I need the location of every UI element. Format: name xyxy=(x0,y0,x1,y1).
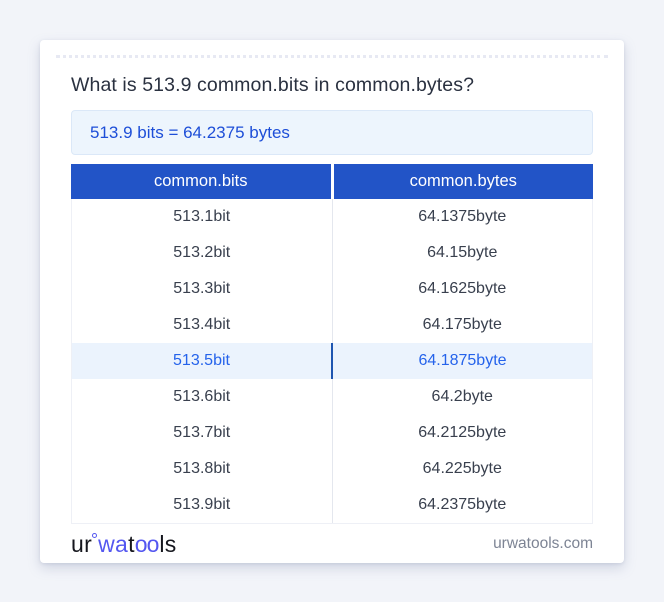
table-row[interactable]: 513.3bit 64.1625byte xyxy=(72,271,592,307)
logo-text-t: t xyxy=(128,530,135,557)
bytes-cell: 64.1625byte xyxy=(331,271,593,307)
conversion-table: common.bits common.bytes 513.1bit 64.137… xyxy=(71,164,593,524)
table-row[interactable]: 513.8bit 64.225byte xyxy=(72,451,592,487)
answer-text: 513.9 bits = 64.2375 bytes xyxy=(90,122,290,142)
bytes-cell: 64.2375byte xyxy=(331,487,593,523)
logo[interactable]: ur wa t oo ls xyxy=(71,531,177,558)
bits-cell: 513.6bit xyxy=(173,388,231,405)
table-row[interactable]: 513.7bit 64.2125byte xyxy=(72,415,592,451)
bytes-cell: 64.175byte xyxy=(331,307,593,343)
bytes-cell: 64.2125byte xyxy=(331,415,593,451)
converter-card: What is 513.9 common.bits in common.byte… xyxy=(40,40,624,563)
bits-cell: 513.4bit xyxy=(173,316,231,333)
page-title: What is 513.9 common.bits in common.byte… xyxy=(71,74,475,96)
bits-cell: 513.5bit xyxy=(173,352,230,369)
bits-cell: 513.2bit xyxy=(173,244,231,261)
bits-cell: 513.9bit xyxy=(173,496,231,513)
bits-cell: 513.8bit xyxy=(173,460,231,477)
bits-cell: 513.7bit xyxy=(173,424,231,441)
table-row[interactable]: 513.2bit 64.15byte xyxy=(72,235,592,271)
table-row[interactable]: 513.4bit 64.175byte xyxy=(72,307,592,343)
bytes-cell: 64.225byte xyxy=(331,451,593,487)
bits-cell: 513.1bit xyxy=(173,208,231,225)
logo-text-wa: wa xyxy=(98,530,129,557)
bytes-cell: 64.1875byte xyxy=(331,343,592,379)
column-header-bytes: common.bytes xyxy=(333,164,593,199)
bytes-cell: 64.2byte xyxy=(331,379,593,415)
bytes-cell: 64.1375byte xyxy=(331,199,593,235)
column-header-bits: common.bits xyxy=(71,164,331,199)
table-row[interactable]: 513.9bit 64.2375byte xyxy=(72,487,592,523)
logo-text-ls: ls xyxy=(159,530,177,557)
answer-box: 513.9 bits = 64.2375 bytes xyxy=(71,110,593,155)
table-header: common.bits common.bytes xyxy=(71,164,593,199)
card-footer: ur wa t oo ls urwatools.com xyxy=(71,524,593,563)
logo-text-oo: oo xyxy=(134,530,160,557)
logo-ring-icon xyxy=(92,532,98,538)
table-row-highlighted[interactable]: 513.5bit 64.1875byte xyxy=(72,343,592,379)
table-row[interactable]: 513.1bit 64.1375byte xyxy=(72,199,592,235)
table-row[interactable]: 513.6bit 64.2byte xyxy=(72,379,592,415)
bytes-cell: 64.15byte xyxy=(331,235,593,271)
table-body: 513.1bit 64.1375byte 513.2bit 64.15byte … xyxy=(71,199,593,524)
logo-text-ur: ur xyxy=(71,530,93,557)
bits-cell: 513.3bit xyxy=(173,280,231,297)
site-url[interactable]: urwatools.com xyxy=(493,535,593,552)
dotted-divider xyxy=(56,55,608,58)
